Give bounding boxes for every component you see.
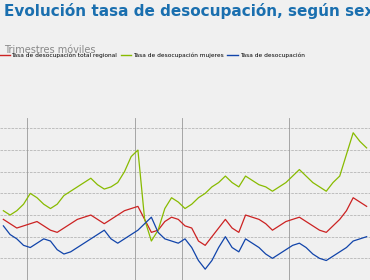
Text: Evolución tasa de desocupación, según sexo, región de Valpa: Evolución tasa de desocupación, según se… [4, 3, 370, 19]
Text: Trimestres móviles: Trimestres móviles [4, 45, 95, 55]
Legend: Tasa de desocupación total regional, Tasa de desocupación mujeres, Tasa de desoc: Tasa de desocupación total regional, Tas… [0, 52, 305, 58]
